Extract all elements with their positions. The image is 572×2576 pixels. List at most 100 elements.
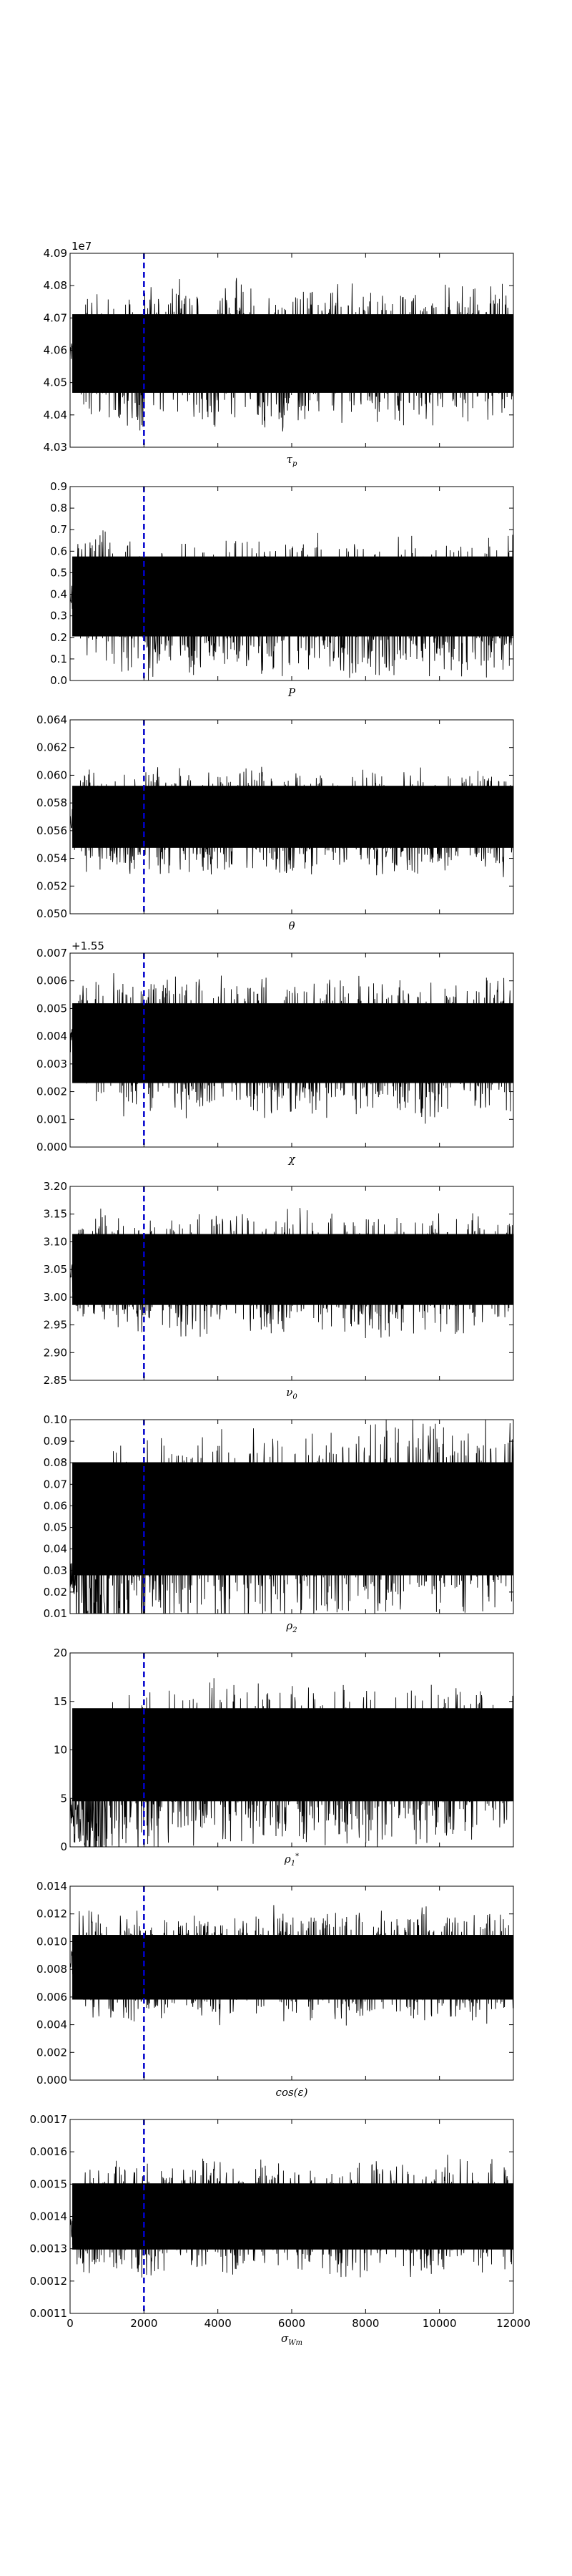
ytick-label-5-1: 2.90 xyxy=(44,1346,67,1359)
ytick-label-1-6: 4.09 xyxy=(44,247,67,260)
trace-panel-5: 2.85 2.90 2.95 3.00 3.05 3.10 3.15 3.20 ν0 xyxy=(44,1180,514,1401)
ytick-label-2-0: 0.0 xyxy=(50,674,67,687)
ytick-label-2-8: 0.8 xyxy=(50,502,67,514)
ytick-label-6-9: 0.10 xyxy=(44,1413,67,1426)
ytick-label-6-4: 0.05 xyxy=(44,1521,67,1534)
ytick-label-7-0: 0 xyxy=(60,1840,67,1853)
ytick-label-5-0: 2.85 xyxy=(44,1374,67,1387)
ytick-label-4-1: 0.001 xyxy=(36,1113,67,1126)
ytick-label-5-3: 3.00 xyxy=(44,1291,67,1304)
ytick-label-8-5: 0.010 xyxy=(36,1935,67,1948)
ytick-label-6-0: 0.01 xyxy=(44,1607,67,1620)
ytick-label-6-6: 0.07 xyxy=(44,1478,67,1491)
trace-band-4 xyxy=(72,1003,513,1083)
ytick-label-3-4: 0.058 xyxy=(36,796,67,809)
ytick-label-6-7: 0.08 xyxy=(44,1456,67,1469)
ytick-label-8-6: 0.012 xyxy=(36,1908,67,1921)
ytick-label-4-7: 0.007 xyxy=(36,947,67,960)
trace-panel-7: 0 5 10 15 20 ρ1* xyxy=(54,1646,514,1868)
trace-panel-2: 0.0 0.1 0.2 0.3 0.4 0.5 0.6 0.7 0.8 0.9 P xyxy=(50,480,514,699)
xlabel-5: ν0 xyxy=(286,1386,297,1401)
ytick-label-1-1: 4.04 xyxy=(44,409,67,421)
ytick-label-3-3: 0.056 xyxy=(36,824,67,837)
xtick-label-0: 0 xyxy=(66,2317,74,2330)
ytick-label-8-0: 0.000 xyxy=(36,2074,67,2087)
ytick-label-1-2: 4.05 xyxy=(44,376,67,389)
trace-panel-3: 0.050 0.052 0.054 0.056 0.058 0.060 0.062 0.064… xyxy=(36,713,514,932)
trace-band-1 xyxy=(72,314,513,393)
ytick-label-1-3: 4.06 xyxy=(44,344,67,357)
xlabel-3: θ xyxy=(288,919,295,932)
trace-panel-6: 0.01 0.02 0.03 0.04 0.05 0.06 0.07 0.08 0.09 0.10… xyxy=(44,1413,514,1634)
trace-band-8 xyxy=(72,1935,513,2000)
trace-panel-4: 0.000 0.001 0.002 0.003 0.004 0.005 0.006 0.007… xyxy=(36,940,514,1166)
ytick-label-8-1: 0.002 xyxy=(36,2046,67,2059)
xtick-label-5: 10000 xyxy=(423,2317,457,2330)
xtick-label-6: 12000 xyxy=(496,2317,531,2330)
ytick-label-7-1: 5 xyxy=(60,1792,67,1805)
xlabel-8: cos(ε) xyxy=(276,2086,308,2099)
ytick-label-5-4: 3.05 xyxy=(44,1263,67,1276)
ytick-label-4-5: 0.005 xyxy=(36,1002,67,1015)
offset-text-4: +1.55 xyxy=(72,940,104,952)
trace-band-7 xyxy=(72,1708,513,1802)
ytick-label-1-4: 4.07 xyxy=(44,311,67,324)
ytick-label-1-0: 4.03 xyxy=(44,441,67,454)
ytick-label-9-3: 0.0014 xyxy=(30,2210,68,2223)
ytick-label-3-1: 0.052 xyxy=(36,879,67,892)
ytick-label-6-2: 0.03 xyxy=(44,1564,67,1577)
ytick-label-3-0: 0.050 xyxy=(36,907,67,920)
ytick-label-9-2: 0.0013 xyxy=(30,2243,68,2255)
ytick-label-8-3: 0.006 xyxy=(36,1991,67,2004)
trace-band-5 xyxy=(72,1234,513,1305)
ytick-label-5-6: 3.15 xyxy=(44,1208,67,1221)
ytick-label-9-0: 0.0011 xyxy=(30,2307,68,2320)
ytick-label-6-5: 0.06 xyxy=(44,1499,67,1512)
ytick-label-5-5: 3.10 xyxy=(44,1235,67,1248)
xlabel-7: ρ1* xyxy=(284,1853,299,1868)
ytick-label-2-4: 0.4 xyxy=(50,588,67,601)
trace-band-3 xyxy=(72,786,513,848)
xtick-label-3: 6000 xyxy=(278,2317,305,2330)
ytick-label-2-5: 0.5 xyxy=(50,566,67,579)
ytick-label-4-3: 0.003 xyxy=(36,1058,67,1070)
ytick-label-2-9: 0.9 xyxy=(50,480,67,493)
xlabel-1: τp xyxy=(287,453,297,468)
xlabel-2: P xyxy=(287,686,296,699)
ytick-label-9-5: 0.0016 xyxy=(30,2145,68,2158)
xtick-label-4: 8000 xyxy=(352,2317,379,2330)
ytick-label-6-8: 0.09 xyxy=(44,1435,67,1448)
ytick-label-5-7: 3.20 xyxy=(44,1180,67,1193)
trace-band-2 xyxy=(72,556,513,637)
trace-panel-1: 4.03 4.04 4.05 4.06 4.07 4.08 4.09 1e7 τp xyxy=(44,240,514,468)
ytick-label-9-4: 0.0015 xyxy=(30,2177,68,2190)
ytick-label-6-3: 0.04 xyxy=(44,1543,67,1556)
trace-band-6 xyxy=(72,1462,513,1576)
ytick-label-8-2: 0.004 xyxy=(36,2019,67,2031)
ytick-label-4-0: 0.000 xyxy=(36,1141,67,1153)
xlabel-9: σWm xyxy=(281,2332,302,2347)
xtick-label-2: 4000 xyxy=(204,2317,232,2330)
ytick-label-3-6: 0.062 xyxy=(36,741,67,754)
ytick-label-4-2: 0.002 xyxy=(36,1085,67,1098)
ytick-label-6-1: 0.02 xyxy=(44,1586,67,1599)
ytick-label-4-6: 0.006 xyxy=(36,975,67,987)
ytick-label-2-1: 0.1 xyxy=(50,653,67,665)
trace-panel-8: 0.000 0.002 0.004 0.006 0.008 0.010 0.012 0.014… xyxy=(36,1880,514,2099)
ytick-label-2-3: 0.3 xyxy=(50,610,67,623)
trace-panel-9: 0.0011 0.0012 0.0013 0.0014 0.0015 0.0016 0.00… xyxy=(30,2113,531,2347)
xlabel-6: ρ2 xyxy=(285,1619,297,1634)
ytick-label-9-1: 0.0012 xyxy=(30,2275,68,2288)
ytick-label-7-2: 10 xyxy=(54,1744,67,1757)
offset-text-1: 1e7 xyxy=(72,240,92,253)
ytick-label-7-4: 20 xyxy=(54,1646,67,1659)
ytick-label-3-5: 0.060 xyxy=(36,769,67,781)
ytick-label-3-2: 0.054 xyxy=(36,852,67,865)
ytick-label-3-7: 0.064 xyxy=(36,713,67,726)
xlabel-4: χ xyxy=(287,1153,295,1166)
ytick-label-1-5: 4.08 xyxy=(44,279,67,292)
ytick-label-9-6: 0.0017 xyxy=(30,2113,68,2126)
ytick-label-4-4: 0.004 xyxy=(36,1030,67,1043)
ytick-label-5-2: 2.95 xyxy=(44,1319,67,1332)
ytick-label-2-7: 0.7 xyxy=(50,523,67,536)
